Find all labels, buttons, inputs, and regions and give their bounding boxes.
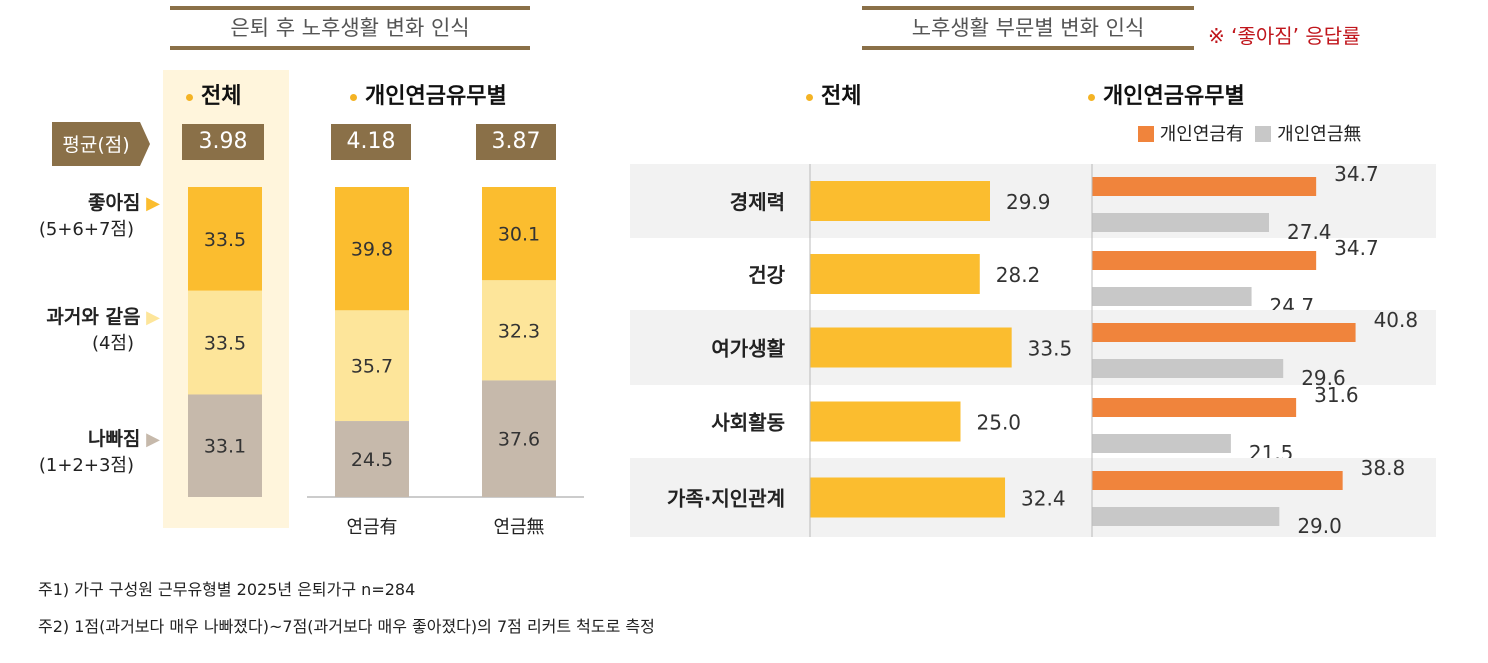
label: 개인연금유무별 [365, 84, 507, 109]
data-label: 34.7 [1334, 236, 1379, 260]
category-label: 연금有 [346, 517, 397, 538]
left-title: 은퇴 후 노후생활 변화 인식 [170, 6, 530, 50]
sublabel: (5+6+7점) [38, 219, 134, 240]
data-label: 33.1 [204, 436, 246, 458]
data-label: 29.9 [1006, 190, 1051, 214]
sublabel: (1+2+3점) [38, 455, 134, 476]
right-group-heading: 개인연금유무별 [1088, 78, 1245, 110]
label: 나빠짐 [87, 428, 141, 450]
category-label: 연금無 [493, 517, 544, 538]
category-label: 가족·지인관계 [667, 487, 785, 511]
bullet-icon [806, 93, 813, 101]
row-background [630, 164, 1436, 238]
footnote-1: 주1) 가구 구성원 근무유형별 2025년 은퇴가구 n=284 [38, 580, 416, 599]
data-label: 33.5 [1028, 337, 1073, 361]
bar-pension-no [1092, 434, 1231, 453]
data-label: 28.2 [996, 263, 1041, 287]
data-label: 31.6 [1314, 383, 1359, 407]
bar-total [810, 254, 980, 294]
data-label: 33.5 [204, 333, 246, 355]
bar-pension-no [1092, 359, 1284, 378]
bar-total [810, 477, 1006, 518]
label: 과거와 같음 [46, 306, 141, 328]
avg-total: 3.98 [182, 124, 264, 160]
bar-segment [335, 187, 409, 311]
left-group-heading: 개인연금유무별 [350, 78, 507, 110]
bar-segment [188, 394, 262, 497]
row-label-worse: 나빠짐 ▶ (1+2+3점) [38, 428, 160, 476]
category-label: 여가생활 [711, 337, 785, 361]
bar-segment [482, 187, 556, 281]
right-title: 노후생활 부문별 변화 인식 [862, 6, 1194, 50]
label: 좋아짐 [87, 192, 141, 214]
bar-pension-yes [1092, 323, 1356, 342]
bar-pension-no [1092, 213, 1270, 232]
data-label: 29.6 [1301, 366, 1346, 390]
bullet-icon [186, 93, 193, 101]
legend-label: 개인연금有 [1159, 124, 1244, 145]
data-label: 40.8 [1374, 308, 1419, 332]
legend-label: 개인연금無 [1277, 124, 1362, 145]
avg-label: 평균(점) [62, 134, 129, 156]
data-label: 25.0 [977, 411, 1022, 435]
label: 전체 [201, 84, 242, 109]
bar-segment [188, 290, 262, 395]
data-label: 32.3 [498, 320, 540, 342]
bar-pension-yes [1092, 471, 1343, 490]
data-label: 27.4 [1287, 220, 1332, 244]
sublabel: (4점) [91, 333, 134, 354]
legend-swatch-yes [1138, 126, 1154, 142]
legend-swatch-no [1255, 126, 1272, 142]
left-total-heading: 전체 [186, 78, 241, 110]
bar-segment [188, 187, 262, 291]
bar-total [810, 181, 990, 221]
bar-total [810, 327, 1012, 368]
data-label: 32.4 [1021, 487, 1066, 511]
data-label: 35.7 [351, 356, 393, 378]
bar-segment [482, 380, 556, 497]
bar-total [810, 401, 961, 442]
data-label: 38.8 [1361, 456, 1406, 480]
bullet-icon [1088, 93, 1095, 101]
avg-pension-no: 3.87 [476, 124, 556, 160]
bar-pension-yes [1092, 177, 1317, 196]
right-note: ※ ‘좋아짐’ 응답률 [1208, 24, 1361, 48]
data-label: 34.7 [1334, 162, 1379, 186]
label: 개인연금유무별 [1103, 84, 1245, 109]
bar-pension-no [1092, 287, 1252, 306]
data-label: 29.0 [1297, 514, 1342, 538]
bar-pension-yes [1092, 398, 1297, 417]
category-label: 건강 [748, 263, 785, 287]
data-label: 37.6 [498, 429, 540, 451]
avg-pension-yes: 4.18 [331, 124, 411, 160]
footnote-2: 주2) 1점(과거보다 매우 나빠졌다)~7점(과거보다 매우 좋아졌다)의 7… [38, 617, 655, 636]
label: 전체 [821, 84, 862, 109]
avg-label-arrow: 평균(점) [52, 122, 150, 166]
row-background [630, 310, 1436, 385]
stacked-bar-chart: 33.5 33.5 33.1 39.8 35.7 24.5 연금有 30.1 32.3 37.6 연… [188, 187, 584, 538]
bar-pension-no [1092, 507, 1280, 526]
right-total-heading: 전체 [806, 78, 861, 110]
bar-segment [335, 421, 409, 497]
legend: 개인연금有 개인연금無 [1138, 120, 1361, 146]
data-label: 24.5 [351, 449, 393, 471]
bullet-icon [350, 93, 357, 101]
category-label: 사회활동 [711, 411, 785, 435]
data-label: 39.8 [351, 239, 393, 261]
row-label-same: 과거와 같음 ▶ (4점) [46, 306, 160, 354]
category-label: 경제력 [730, 190, 785, 214]
bar-segment [482, 280, 556, 381]
row-label-better: 좋아짐 ▶ (5+6+7점) [38, 192, 160, 240]
bar-segment [335, 310, 409, 422]
data-label: 33.5 [204, 229, 246, 251]
bar-pension-yes [1092, 251, 1317, 270]
data-label: 30.1 [498, 224, 540, 246]
